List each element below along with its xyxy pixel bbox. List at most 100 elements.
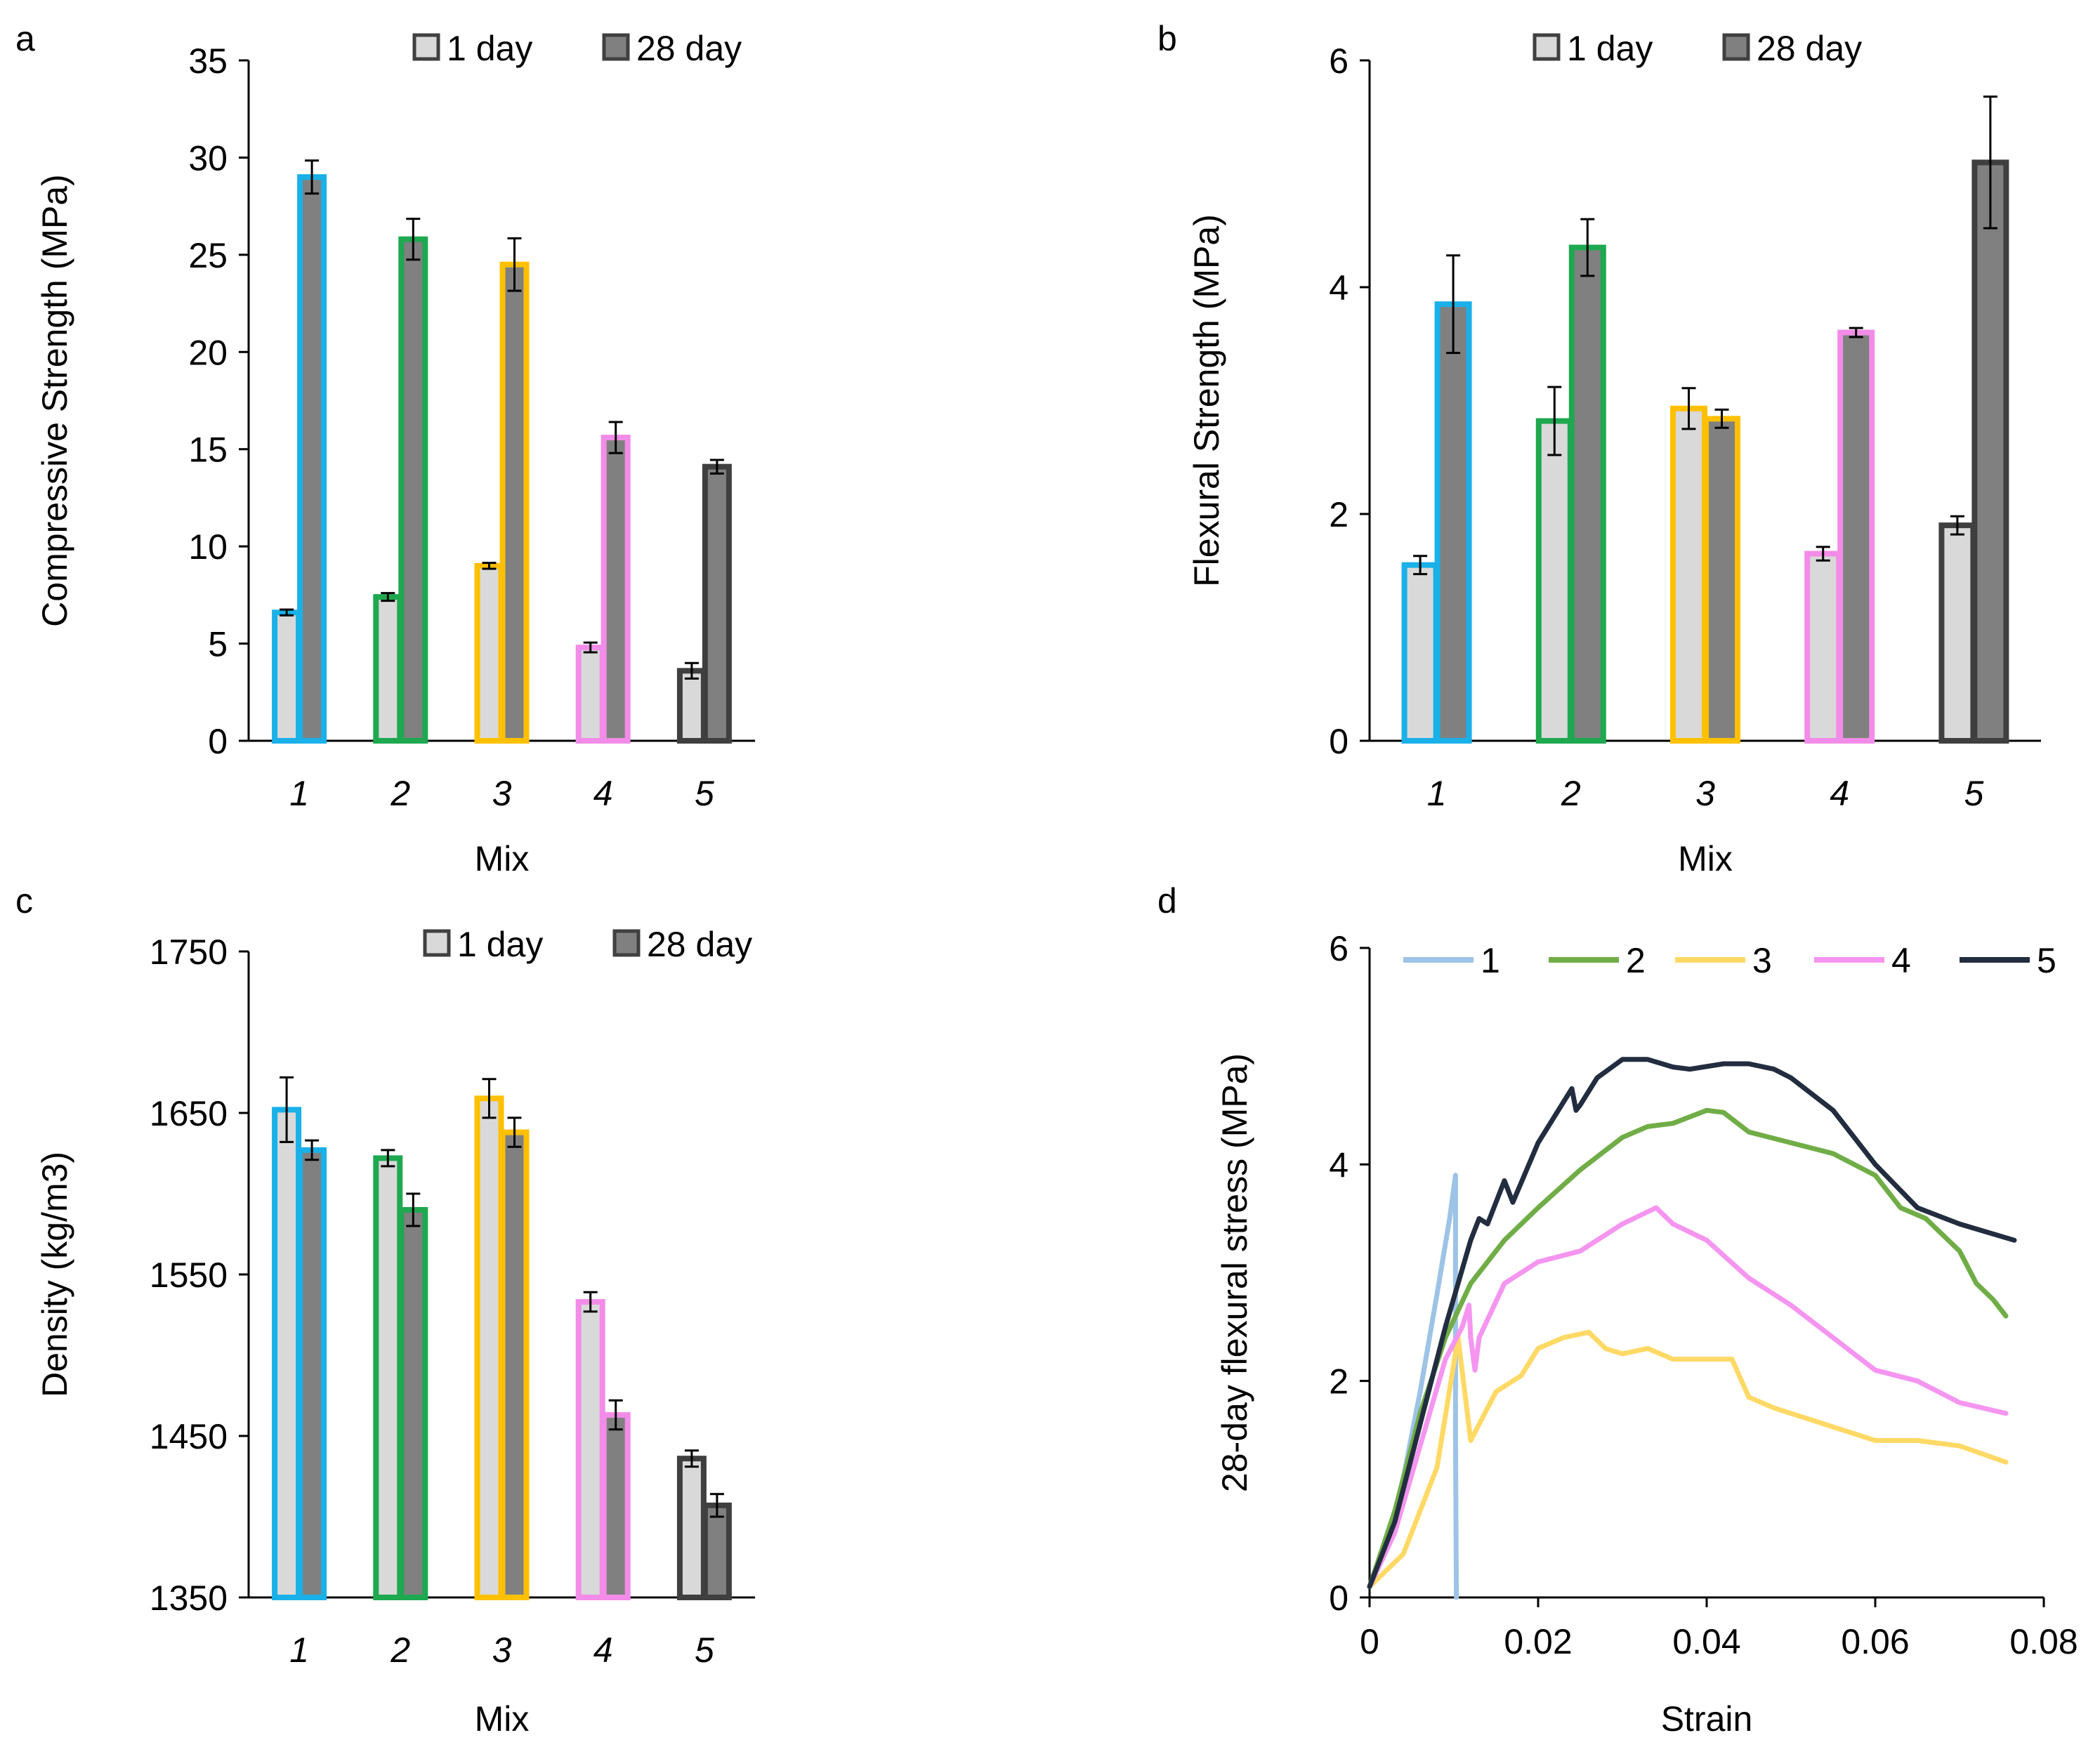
bar-1day — [676, 1456, 707, 1600]
bar-1day — [1938, 522, 1976, 744]
error-bar — [1816, 546, 1830, 562]
y-tick-label: 2 — [1329, 495, 1348, 534]
x-tick-label: 1 — [289, 1630, 309, 1670]
error-bar — [709, 1493, 724, 1518]
legend-label: 5 — [2037, 941, 2056, 980]
x-tick-label: 3 — [1695, 774, 1715, 813]
error-bar — [280, 1076, 294, 1143]
legend-label: 28 day — [647, 925, 752, 964]
y-tick-label: 6 — [1329, 41, 1348, 81]
y-tick-label: 0 — [1329, 722, 1348, 761]
series-line-5 — [1367, 1057, 2017, 1590]
bar-1day — [1535, 418, 1573, 744]
y-axis-title: 28-day flexural stress (MPa) — [1215, 1053, 1254, 1492]
error-bar — [406, 218, 421, 261]
y-tick-label: 2 — [1329, 1362, 1348, 1402]
error-bar — [583, 641, 598, 654]
error-bar — [280, 608, 294, 617]
legend-label: 1 — [1481, 941, 1500, 980]
error-bar — [1849, 327, 1863, 338]
bar-1day — [1804, 551, 1842, 744]
x-tick-label: 4 — [593, 1630, 613, 1670]
legend-label: 4 — [1891, 941, 1911, 980]
x-tick-label: 5 — [695, 1630, 714, 1670]
bar-1day — [1401, 562, 1439, 744]
legend-swatch — [1533, 33, 1561, 61]
y-tick-label: 30 — [188, 138, 228, 178]
y-tick-label: 1350 — [150, 1578, 228, 1618]
y-tick-label: 4 — [1329, 1145, 1348, 1185]
error-bar — [1446, 254, 1461, 355]
series-line-4 — [1367, 1205, 2009, 1590]
error-bar — [482, 562, 497, 570]
bar-1day — [575, 645, 605, 744]
panel-c: 1350 1450 1550 1650 1750 Density (kg/m3) 1 2 3 4 5… — [35, 925, 755, 1739]
bar-28day — [601, 1412, 631, 1600]
error-bar — [1714, 408, 1729, 429]
y-tick-label: 1750 — [150, 932, 228, 972]
y-tick-label: 15 — [188, 430, 228, 470]
error-bar — [1983, 95, 1997, 230]
error-bar — [406, 1192, 421, 1227]
legend-label: 28 day — [636, 29, 742, 68]
legend-label: 1 day — [457, 925, 543, 964]
x-axis-title: Mix — [475, 1699, 530, 1739]
panel-letter: a — [15, 19, 35, 58]
bar-1day — [474, 1095, 504, 1601]
legend-swatch — [612, 929, 641, 957]
error-bar — [1547, 385, 1562, 456]
panel-b: 0 2 4 6 Flexural Strength (MPa) 1 2 3 4 5 Mix 1 day… — [1187, 29, 2041, 878]
bar-28day — [702, 1502, 732, 1600]
bar-1day — [272, 1107, 302, 1600]
x-tick-label: 3 — [492, 1630, 512, 1670]
panel-letter: c — [15, 881, 33, 921]
legend-label: 2 — [1626, 941, 1646, 980]
bar-28day — [1837, 329, 1875, 744]
bar-28day — [398, 1207, 428, 1600]
series-line-2 — [1367, 1107, 2009, 1590]
y-axis-title: Compressive Strength (MPa) — [35, 174, 74, 627]
y-tick-label: 1650 — [150, 1094, 228, 1133]
panel-letter: d — [1157, 881, 1177, 921]
bar-28day — [1434, 301, 1472, 744]
y-tick-label: 5 — [208, 625, 228, 664]
legend-label: 28 day — [1757, 29, 1862, 68]
bar-28day — [601, 435, 631, 744]
bar-28day — [398, 236, 428, 744]
x-tick-label: 0.02 — [1504, 1622, 1572, 1661]
x-tick-label: 3 — [492, 774, 512, 813]
y-axis-title: Flexural Strength (MPa) — [1187, 214, 1226, 587]
x-tick-label: 2 — [390, 774, 410, 813]
y-tick-label: 25 — [188, 236, 228, 275]
bar-1day — [373, 594, 403, 744]
legend-swatch — [1722, 33, 1750, 61]
error-bar — [305, 1139, 320, 1161]
y-tick-label: 0 — [1329, 1578, 1348, 1618]
error-bar — [381, 592, 395, 602]
bar-28day — [1971, 159, 2009, 744]
bar-28day — [1568, 244, 1606, 744]
legend-swatch — [412, 33, 440, 61]
error-bar — [583, 1291, 598, 1313]
y-tick-label: 0 — [208, 722, 228, 761]
series-line-3 — [1367, 1329, 2009, 1590]
legend-label: 3 — [1752, 941, 1772, 980]
x-tick-label: 4 — [593, 774, 613, 813]
bar-1day — [1670, 405, 1707, 744]
y-tick-label: 35 — [188, 41, 228, 81]
bar-28day — [499, 1129, 530, 1600]
error-bar — [608, 421, 623, 454]
bar-28day — [1703, 416, 1740, 744]
x-axis-title: Mix — [1678, 839, 1733, 878]
x-tick-label: 5 — [1964, 774, 1983, 813]
y-tick-label: 1550 — [150, 1255, 228, 1295]
panel-d: 0 2 4 6 0 0.02 0.04 0.06 0.08 28-day flexural str… — [1215, 929, 2078, 1739]
bar-28day — [702, 463, 732, 744]
error-bar — [684, 1449, 699, 1468]
error-bar — [1950, 515, 1964, 536]
error-bar — [608, 1399, 623, 1431]
bar-1day — [474, 562, 504, 744]
error-bar — [1681, 387, 1696, 430]
y-axis-title: Density (kg/m3) — [35, 1152, 74, 1397]
